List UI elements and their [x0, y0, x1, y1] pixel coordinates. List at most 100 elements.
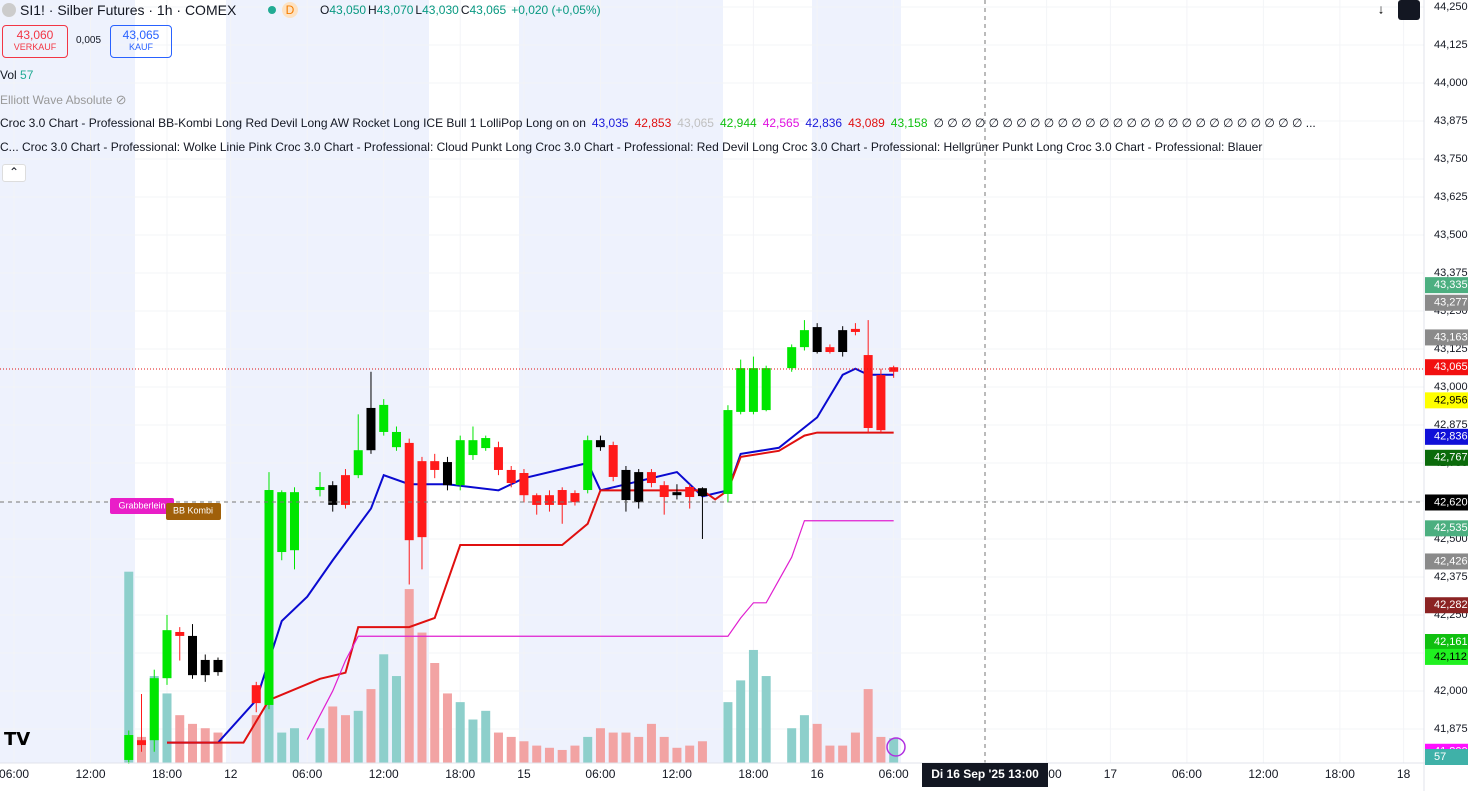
price-label: 43,163 — [1434, 331, 1468, 343]
candle-body — [570, 493, 580, 503]
candle-body — [825, 347, 835, 353]
x-tick-label: 18:00 — [152, 767, 182, 781]
tag-text: Grabberlein — [118, 500, 165, 510]
price-label: 43,277 — [1434, 297, 1468, 309]
candle-body — [162, 630, 172, 679]
volume-bar — [557, 749, 567, 763]
ohlc-change: +0,020 (+0,05%) — [511, 3, 601, 17]
session-band — [0, 0, 135, 763]
buy-button[interactable]: 43,065 KAUF — [110, 25, 172, 58]
volume-bar — [366, 689, 376, 763]
y-tick-label: 43,750 — [1434, 153, 1468, 165]
symbol-text: SI1! · Silber Futures · 1h · COMEX — [20, 2, 237, 18]
candle-body — [748, 368, 758, 412]
y-tick-label: 43,875 — [1434, 115, 1468, 127]
candle-body — [175, 631, 185, 636]
buy-label: KAUF — [128, 42, 153, 52]
collapse-button[interactable]: ⌃ — [2, 164, 26, 182]
candle-body — [430, 461, 440, 470]
volume-bar — [634, 736, 644, 763]
candle-body — [264, 490, 274, 705]
candle-body — [124, 735, 134, 760]
volume-bar — [162, 693, 172, 763]
candle-body — [200, 659, 210, 676]
sell-label: VERKAUF — [13, 42, 57, 52]
crosshair-time-box — [922, 763, 1048, 787]
price-label: 43,335 — [1434, 279, 1468, 291]
candle-body — [646, 472, 656, 484]
x-tick-label: 06:00 — [292, 767, 322, 781]
indicator-line — [167, 431, 894, 744]
candle-body — [379, 404, 389, 432]
vol-label: Vol — [0, 68, 17, 82]
x-tick-label: 18:00 — [738, 767, 768, 781]
candle-body — [659, 485, 669, 498]
volume-bar — [277, 732, 287, 763]
ohlc-key: C — [460, 3, 470, 17]
x-tick-label: 06:00 — [585, 767, 615, 781]
price-label-box — [1425, 597, 1468, 614]
symbol[interactable]: SI1! · Silber Futures · 1h · COMEX — [2, 2, 236, 18]
price-label: 42,620 — [1434, 496, 1468, 508]
volume-bar — [595, 728, 605, 763]
volume-bar — [251, 715, 261, 763]
price-label: 43,065 — [1434, 361, 1468, 373]
candle-body — [799, 330, 809, 348]
candle-body — [442, 462, 452, 486]
candle-body — [761, 368, 771, 411]
x-tick-label: 16 — [810, 767, 824, 781]
badge: D — [282, 2, 298, 18]
volume-bar — [863, 689, 873, 763]
candle-body — [850, 328, 860, 332]
volume-bar — [379, 654, 389, 763]
y-tick-label: 42,000 — [1434, 685, 1468, 697]
y-tick-label: 43,375 — [1434, 267, 1468, 279]
candle-body — [493, 447, 503, 470]
ohlc-key: O — [320, 3, 330, 17]
candle-body — [621, 469, 631, 501]
cloud-row: C... Croc 3.0 Chart - Professional: Wolk… — [0, 140, 1360, 154]
cloud-text: C... Croc 3.0 Chart - Professional: Wolk… — [0, 140, 1263, 154]
volume-bar — [583, 736, 593, 763]
candle-body — [149, 678, 159, 741]
tag — [110, 498, 174, 514]
candle-body — [863, 355, 873, 429]
y-tick-label: 42,875 — [1434, 419, 1468, 431]
indicator-row: Croc 3.0 Chart - Professional BB-Kombi L… — [0, 116, 1316, 130]
y-tick-label: 44,000 — [1434, 77, 1468, 89]
y-tick-label: 44,250 — [1434, 1, 1468, 13]
ohlc-value: 43,070 — [376, 3, 414, 17]
y-tick-label: 43,625 — [1434, 191, 1468, 203]
volume-bar — [825, 745, 835, 763]
candle-body — [455, 440, 465, 486]
screenshot-button[interactable] — [1398, 0, 1420, 20]
price-label: 42,161 — [1434, 636, 1468, 648]
volume-bar — [761, 676, 771, 763]
volume-bar — [506, 736, 516, 763]
indicator-value: 42,853 — [634, 116, 672, 130]
candle-body — [417, 461, 427, 538]
x-tick-label: 12:00 — [662, 767, 692, 781]
flash-icon[interactable] — [886, 737, 906, 757]
volume-bar — [889, 738, 899, 763]
volume-bar — [570, 745, 580, 763]
volume-bar — [850, 732, 860, 763]
candle-body — [876, 375, 886, 431]
volume-label: 57 — [1434, 751, 1446, 763]
sell-button[interactable]: 43,060 VERKAUF — [2, 25, 68, 58]
x-tick-label: 12:00 — [1248, 767, 1278, 781]
volume-bar — [264, 689, 274, 763]
volume-bar — [289, 728, 299, 763]
candle-body — [634, 472, 644, 503]
volume-bar — [315, 728, 325, 763]
volume-bar — [685, 745, 695, 763]
x-tick-label: 18:00 — [445, 767, 475, 781]
scroll-button[interactable]: ↓ — [1378, 1, 1385, 16]
candle-body — [889, 367, 899, 372]
volume-bar — [353, 710, 363, 763]
volume-bar — [621, 732, 631, 763]
candle-body — [608, 445, 618, 477]
x-tick-label: 12:00 — [369, 767, 399, 781]
x-tick-label: 12:00 — [75, 767, 105, 781]
